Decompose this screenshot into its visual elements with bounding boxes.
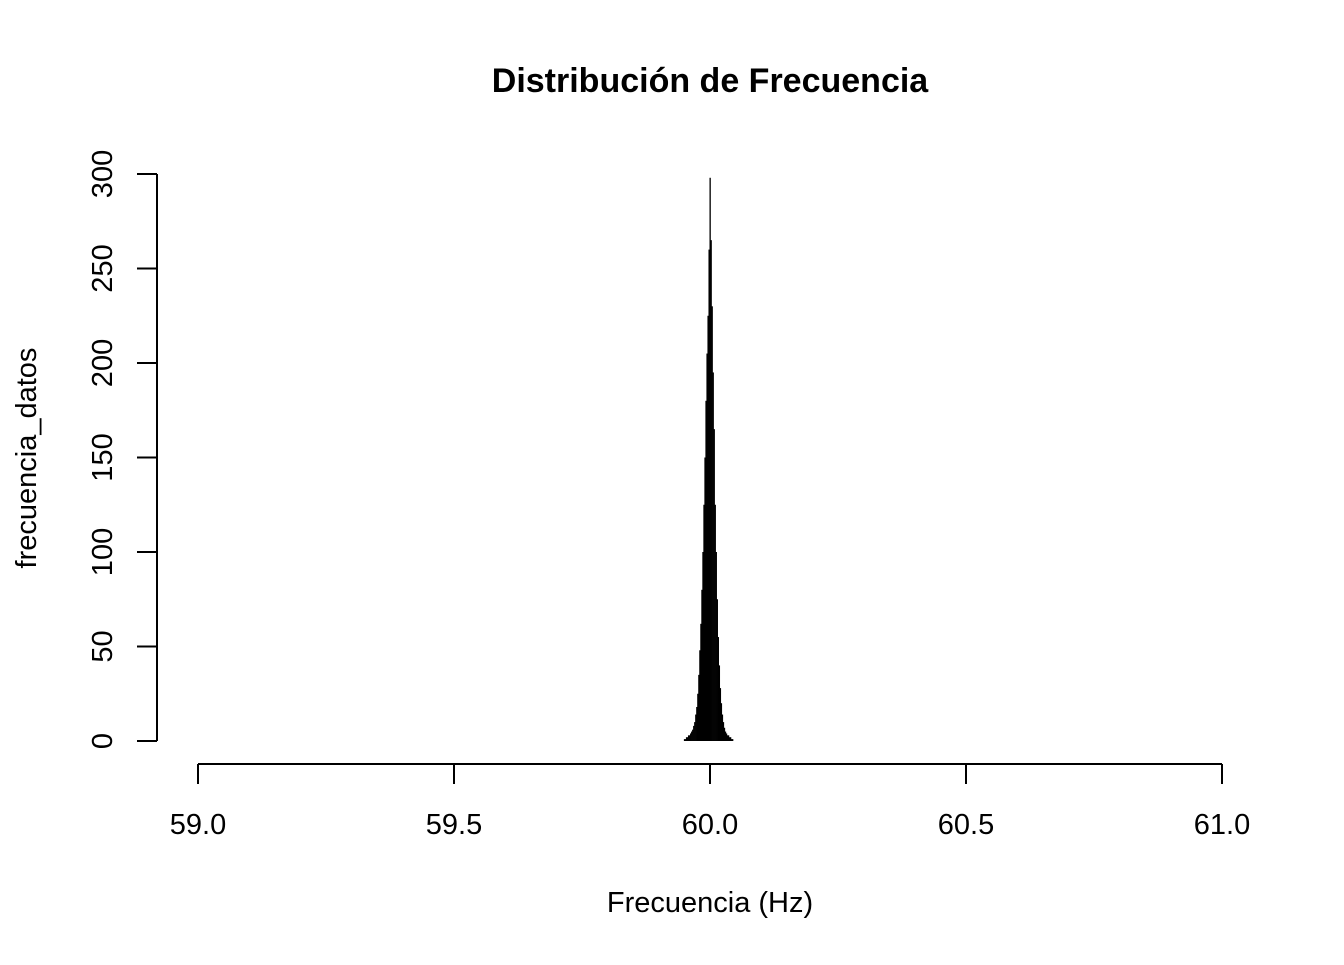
x-tick-label: 60.0 — [682, 809, 738, 841]
bar — [707, 315, 709, 741]
bar — [699, 650, 701, 741]
bar — [729, 737, 732, 741]
bar — [701, 589, 703, 741]
bar — [695, 714, 697, 741]
bar — [716, 599, 718, 741]
bar — [690, 733, 692, 741]
bar — [692, 729, 694, 741]
x-tick-label: 60.5 — [938, 809, 994, 841]
chart-title: Distribución de Frecuencia — [492, 62, 930, 100]
bar — [725, 733, 728, 741]
x-axis: 59.0 59.5 60.0 60.5 61.0 — [170, 763, 1250, 841]
y-axis: 0 50 100 150 200 250 300 — [87, 150, 158, 749]
bar — [711, 306, 713, 741]
bar — [683, 739, 686, 741]
x-axis-label: Frecuencia (Hz) — [607, 887, 813, 919]
bar — [720, 703, 723, 741]
bar — [728, 737, 731, 741]
bar — [694, 722, 696, 741]
bar — [708, 249, 710, 741]
bar — [693, 725, 695, 741]
bar — [730, 739, 733, 741]
y-axis-label: frecuencia_datos — [11, 348, 43, 569]
x-tick-label: 59.0 — [170, 809, 226, 841]
bar — [686, 737, 689, 741]
y-tick-label: 250 — [87, 244, 119, 292]
bar — [723, 727, 726, 741]
bar — [719, 688, 722, 741]
x-tick-label: 59.5 — [426, 809, 482, 841]
bar — [702, 552, 704, 741]
bar — [705, 400, 707, 741]
bar — [718, 665, 721, 741]
y-tick-label: 0 — [87, 733, 119, 749]
bars-group — [683, 177, 734, 741]
bar — [713, 429, 715, 741]
bar — [712, 372, 714, 741]
bar — [732, 739, 734, 741]
y-tick-label: 150 — [87, 433, 119, 481]
bar — [709, 177, 711, 741]
bar — [691, 731, 693, 741]
bar — [697, 693, 699, 741]
bar — [684, 739, 687, 741]
y-tick-label: 50 — [87, 630, 119, 662]
bar — [724, 731, 727, 741]
bar — [721, 714, 724, 741]
bar — [706, 353, 708, 741]
bar — [726, 735, 729, 741]
y-tick-label: 300 — [87, 150, 119, 198]
bar — [698, 674, 700, 741]
y-tick-label: 100 — [87, 528, 119, 576]
bar — [714, 504, 716, 741]
bar — [717, 637, 720, 741]
x-tick-label: 61.0 — [1194, 809, 1250, 841]
y-tick-label: 200 — [87, 339, 119, 387]
bar — [689, 735, 691, 741]
bar — [696, 706, 698, 741]
bar — [700, 623, 702, 741]
bar — [715, 552, 717, 741]
bar — [687, 735, 690, 741]
bar — [710, 240, 712, 741]
bar — [703, 504, 705, 741]
bar — [727, 735, 730, 741]
bar — [704, 457, 706, 741]
bar — [722, 722, 725, 741]
bar — [685, 737, 688, 741]
